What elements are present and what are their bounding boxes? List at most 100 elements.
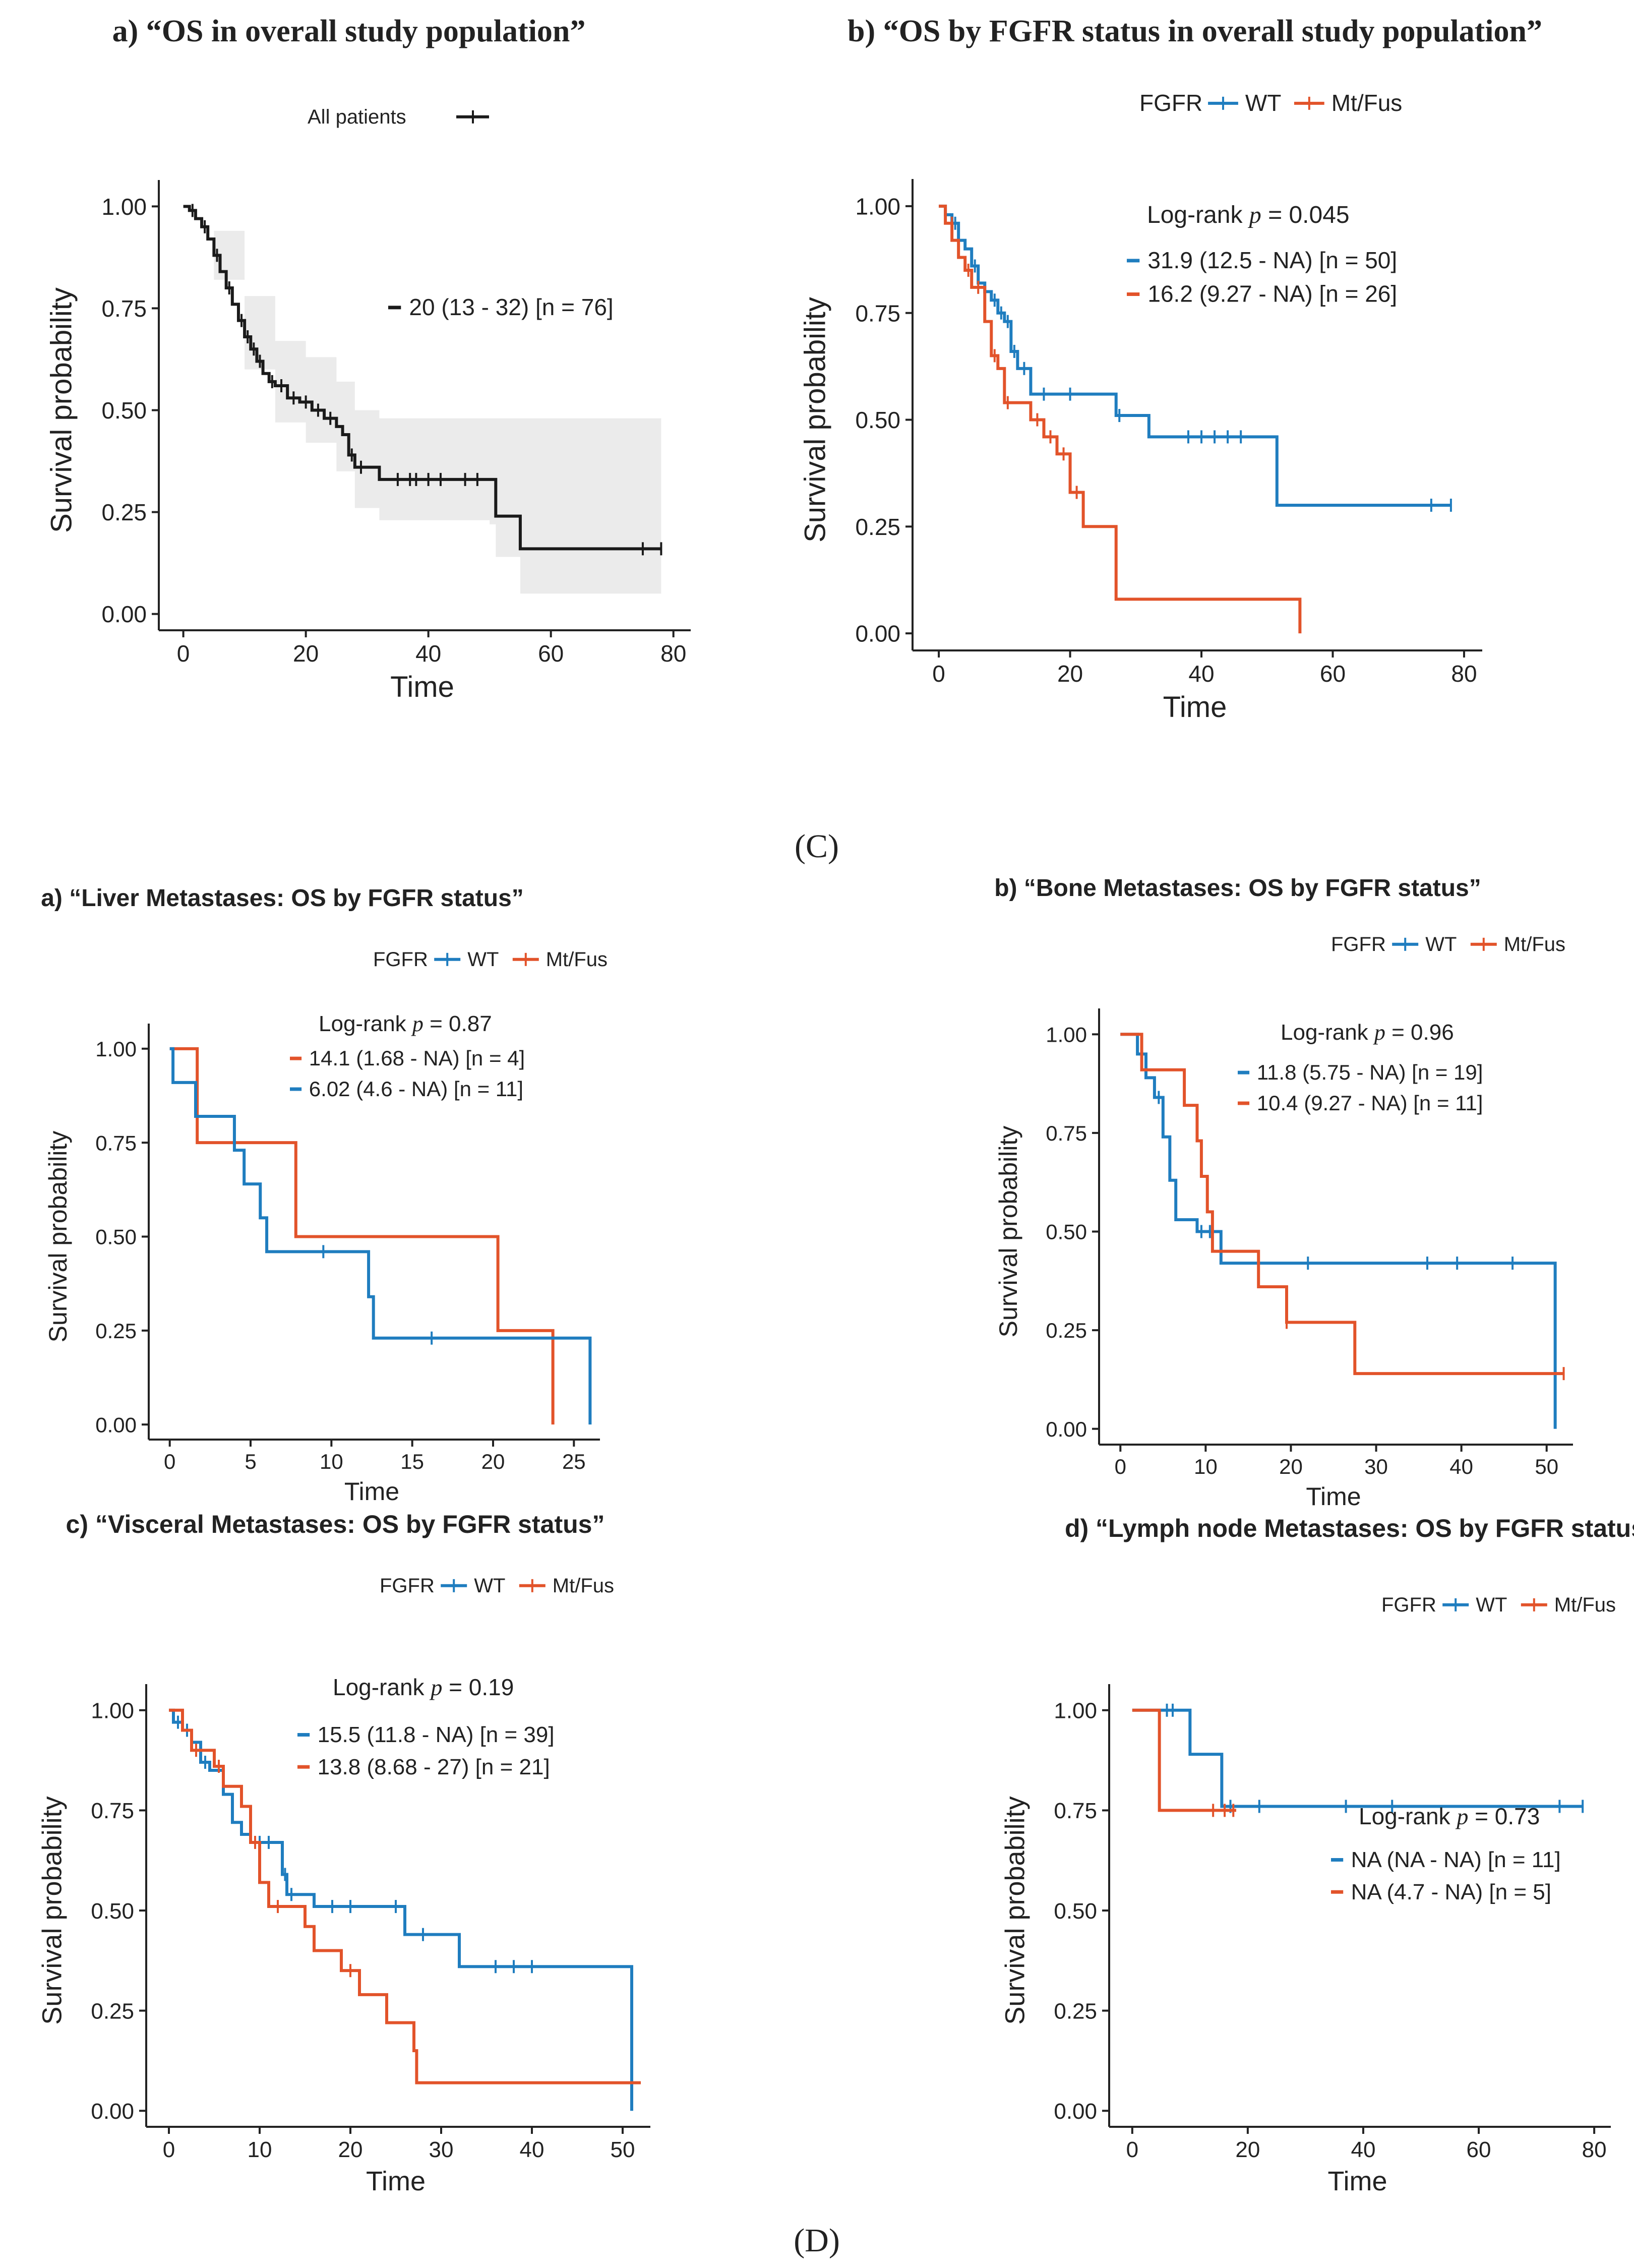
chart-a2: a) “Liver Metastases: OS by FGFR status”…: [41, 885, 608, 1506]
x-tick-label: 0: [177, 640, 190, 667]
legend: FGFR WT Mt/Fus: [1139, 90, 1402, 116]
y-axis-label: Survival probability: [1000, 1796, 1031, 2024]
y-tick-label: 0.75: [91, 1799, 134, 1823]
legend: FGFR WT Mt/Fus: [1331, 933, 1565, 956]
x-tick-label: 40: [1188, 661, 1214, 687]
x-tick-label: 15: [400, 1450, 424, 1473]
chart-title: a) “OS in overall study population”: [112, 14, 586, 48]
legend-title: FGFR: [1381, 1594, 1436, 1616]
x-axis-label: Time: [366, 2166, 426, 2196]
legend-label: WT: [1245, 90, 1282, 116]
y-tick-label: 1.00: [95, 1037, 137, 1061]
y-tick-label: 0.50: [855, 407, 900, 433]
x-tick-label: 50: [611, 2137, 635, 2162]
x-tick-label: 40: [1449, 1455, 1473, 1478]
p-value: = 0.96: [1385, 1020, 1454, 1045]
logrank-pvalue: Log-rank p = 0.73: [1359, 1803, 1540, 1829]
logrank-pvalue: Log-rank p = 0.87: [319, 1011, 492, 1036]
logrank-label: Log-rank: [1147, 202, 1249, 228]
median-survival-annotation: 10.4 (9.27 - NA) [n = 11]: [1257, 1091, 1483, 1115]
x-tick-label: 80: [1582, 2137, 1607, 2162]
y-axis-label: Survival probability: [37, 1796, 68, 2024]
x-tick-label: 20: [481, 1450, 505, 1473]
x-tick-label: 0: [164, 1450, 175, 1473]
y-tick-label: 0.50: [95, 1225, 137, 1249]
logrank-pvalue: Log-rank p = 0.96: [1281, 1020, 1454, 1045]
y-axis-label: Survival probability: [994, 1126, 1022, 1338]
x-tick-label: 20: [1235, 2137, 1260, 2162]
y-tick-label: 1.00: [1046, 1023, 1087, 1046]
section-label-c: (C): [795, 828, 839, 865]
y-axis-label: Survival probability: [44, 1131, 72, 1343]
x-tick-label: 0: [1115, 1455, 1126, 1478]
chart-a1: a) “OS in overall study population” 0 20 40…: [45, 14, 691, 703]
y-tick-label: 0.25: [91, 1999, 134, 2023]
x-tick-label: 10: [248, 2137, 272, 2162]
y-tick-label: 0.25: [1054, 1999, 1097, 2023]
logrank-pvalue: Log-rank p = 0.19: [333, 1674, 514, 1700]
x-tick-label: 30: [1364, 1455, 1388, 1478]
legend-title: FGFR: [1139, 90, 1202, 116]
logrank-label: Log-rank: [1281, 1020, 1374, 1045]
x-tick-label: 80: [660, 640, 686, 667]
p-value: = 0.87: [423, 1011, 492, 1036]
confidence-band: [183, 206, 661, 594]
median-survival-annotation: NA (NA - NA) [n = 11]: [1351, 1847, 1561, 1872]
x-tick-label: 40: [520, 2137, 544, 2162]
legend-label: All patients: [308, 106, 406, 128]
x-tick-label: 60: [1467, 2137, 1491, 2162]
median-survival-annotation: 20 (13 - 32) [n = 76]: [409, 294, 613, 320]
logrank-pvalue: Log-rank p = 0.045: [1147, 202, 1350, 228]
x-tick-label: 5: [245, 1450, 256, 1473]
x-tick-label: 80: [1451, 661, 1477, 687]
chart-title: c) “Visceral Metastases: OS by FGFR stat…: [66, 1510, 605, 1538]
legend: FGFR WT Mt/Fus: [380, 1575, 614, 1597]
chart-c2: c) “Visceral Metastases: OS by FGFR stat…: [37, 1510, 650, 2196]
legend-label: Mt/Fus: [1332, 90, 1403, 116]
logrank-label: Log-rank: [1359, 1803, 1457, 1829]
x-tick-label: 40: [1351, 2137, 1375, 2162]
legend: All patients: [308, 106, 489, 128]
p-symbol: p: [429, 1675, 442, 1700]
p-value: = 0.045: [1261, 202, 1350, 228]
km-curve-mt-fus: [1120, 1033, 1564, 1376]
y-tick-label: 0.25: [1046, 1319, 1087, 1342]
x-tick-label: 0: [163, 2137, 175, 2162]
x-tick-label: 0: [932, 661, 945, 687]
logrank-label: Log-rank: [319, 1011, 412, 1036]
legend-title: FGFR: [373, 948, 428, 971]
y-tick-label: 0.75: [855, 300, 900, 326]
x-tick-label: 20: [293, 640, 319, 667]
km-curve-wt: [939, 204, 1451, 507]
p-symbol: p: [1248, 202, 1261, 228]
median-survival-annotation: 11.8 (5.75 - NA) [n = 19]: [1257, 1060, 1483, 1084]
x-tick-label: 50: [1535, 1455, 1558, 1478]
p-symbol: p: [411, 1011, 423, 1036]
median-survival-annotation: 14.1 (1.68 - NA) [n = 4]: [309, 1046, 525, 1070]
legend-label: WT: [467, 948, 499, 971]
x-tick-label: 40: [415, 640, 441, 667]
km-curve-wt: [1132, 1708, 1583, 1808]
y-tick-label: 0.00: [101, 601, 147, 627]
chart-b2: b) “Bone Metastases: OS by FGFR status” 0…: [994, 875, 1573, 1511]
x-tick-label: 25: [562, 1450, 586, 1473]
legend-label: WT: [1425, 933, 1457, 956]
legend-label: Mt/Fus: [553, 1575, 614, 1597]
y-tick-label: 0.50: [1054, 1899, 1097, 1924]
x-axis-label: Time: [390, 671, 454, 703]
y-tick-label: 0.75: [101, 295, 147, 322]
x-tick-label: 0: [1126, 2137, 1138, 2162]
median-survival-annotation: 16.2 (9.27 - NA) [n = 26]: [1147, 281, 1397, 307]
chart-d2: d) “Lymph node Metastases: OS by FGFR st…: [1000, 1514, 1634, 2196]
x-tick-label: 60: [538, 640, 564, 667]
km-curve-wt: [1120, 1033, 1557, 1429]
x-axis-label: Time: [1163, 691, 1227, 724]
p-symbol: p: [1455, 1804, 1468, 1829]
legend-title: FGFR: [380, 1575, 435, 1597]
p-value: = 0.73: [1468, 1803, 1540, 1829]
median-survival-annotation: 15.5 (11.8 - NA) [n = 39]: [318, 1722, 555, 1747]
chart-title: b) “Bone Metastases: OS by FGFR status”: [994, 875, 1481, 902]
y-tick-label: 1.00: [855, 193, 900, 219]
y-axis-label: Survival probability: [799, 297, 831, 543]
median-survival-annotation: 6.02 (4.6 - NA) [n = 11]: [309, 1077, 523, 1101]
